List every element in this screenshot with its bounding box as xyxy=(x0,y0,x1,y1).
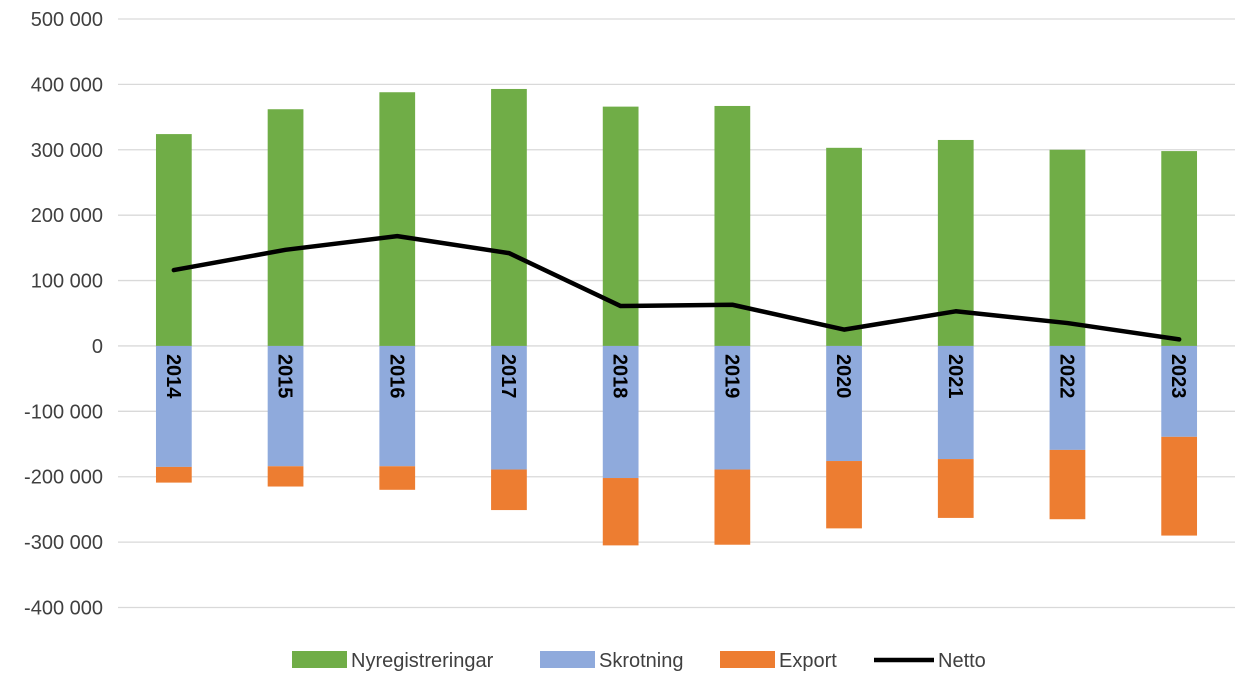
legend-swatch-skrotning xyxy=(540,651,595,668)
bar-skrotning-2019 xyxy=(714,345,751,470)
category-label-2022: 2022 xyxy=(1055,354,1077,399)
netto-line-series xyxy=(171,233,1182,342)
bar-skrotning-2023 xyxy=(1161,345,1198,437)
bar-export-2016 xyxy=(379,466,416,490)
bar-export-2017 xyxy=(491,469,527,511)
bar-nyregistreringar-2016 xyxy=(379,92,416,346)
legend: Nyregistreringar Skrotning Export Netto xyxy=(292,650,986,672)
y-tick-label: -100 000 xyxy=(24,401,103,423)
bar-nyregistreringar-2018 xyxy=(602,106,639,346)
y-tick-label: 0 xyxy=(92,336,103,358)
bar-skrotning-2017 xyxy=(491,345,527,470)
bar-skrotning-2020 xyxy=(826,345,862,462)
bar-export-2014 xyxy=(155,466,192,483)
category-label-2023: 2023 xyxy=(1167,354,1189,399)
bar-nyregistreringar-2014 xyxy=(155,134,192,346)
category-label-2015: 2015 xyxy=(274,354,296,399)
bar-export-2018 xyxy=(602,478,639,546)
bar-skrotning-2021 xyxy=(937,345,974,460)
bar-nyregistreringar-2022 xyxy=(1049,149,1086,346)
bar-export-2023 xyxy=(1161,436,1198,536)
legend-label-export: Export xyxy=(779,650,837,672)
gridlines xyxy=(118,18,1235,609)
category-label-2018: 2018 xyxy=(609,354,631,399)
y-tick-label: -200 000 xyxy=(24,467,103,489)
legend-label-nyregistreringar: Nyregistreringar xyxy=(351,650,494,672)
y-axis-tick-labels: 500 000 400 000 300 000 200 000 100 000 0 -100… xyxy=(24,9,103,620)
bar-export-2021 xyxy=(937,459,974,518)
bar-nyregistreringar-2023 xyxy=(1161,151,1198,346)
line-netto xyxy=(171,233,1182,342)
category-label-2020: 2020 xyxy=(832,354,854,399)
bar-export-2020 xyxy=(826,461,862,529)
bar-skrotning-2022 xyxy=(1049,345,1086,450)
bar-export-2019 xyxy=(714,469,751,545)
legend-label-skrotning: Skrotning xyxy=(599,650,684,672)
y-tick-label: 300 000 xyxy=(31,140,103,162)
bar-export-2015 xyxy=(267,466,304,487)
category-label-2017: 2017 xyxy=(497,354,519,399)
legend-swatch-nyregistreringar xyxy=(292,651,347,668)
bar-nyregistreringar-2017 xyxy=(491,88,527,346)
bar-nyregistreringar-2015 xyxy=(267,109,304,346)
legend-label-netto: Netto xyxy=(938,650,986,672)
category-labels: 2014 2015 2016 2017 2018 2019 2020 2021 2022 2023 xyxy=(162,354,1189,399)
y-tick-label: -400 000 xyxy=(24,598,103,620)
category-label-2019: 2019 xyxy=(720,354,742,399)
y-tick-label: -300 000 xyxy=(24,532,103,554)
y-tick-label: 100 000 xyxy=(31,271,103,293)
category-label-2014: 2014 xyxy=(162,354,184,399)
bar-skrotning-2015 xyxy=(267,345,304,467)
category-label-2021: 2021 xyxy=(944,354,966,399)
y-tick-label: 200 000 xyxy=(31,205,103,227)
y-tick-label: 400 000 xyxy=(31,74,103,96)
bar-skrotning-2014 xyxy=(155,345,192,467)
bar-skrotning-2018 xyxy=(602,345,639,479)
bar-nyregistreringar-2019 xyxy=(714,105,751,346)
bar-nyregistreringar-2020 xyxy=(826,147,862,346)
legend-swatch-export xyxy=(720,651,775,668)
bar-export-2022 xyxy=(1049,449,1086,520)
y-tick-label: 500 000 xyxy=(31,9,103,31)
category-label-2016: 2016 xyxy=(385,354,407,399)
bar-skrotning-2016 xyxy=(379,345,416,467)
